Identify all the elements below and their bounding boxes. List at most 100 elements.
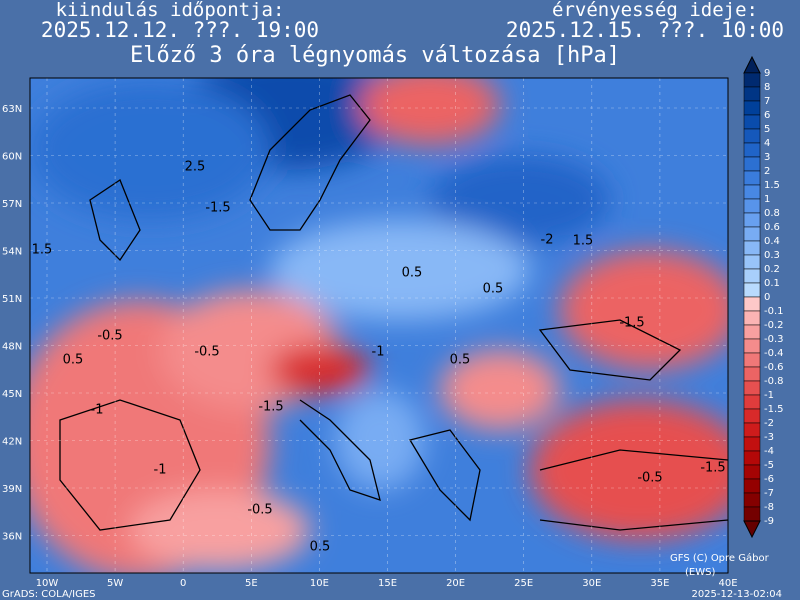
colorbar: 9 8 7 6 5 4 3 2 1.5 1 0.8 0.6 0.4 0.3 0.2 0.1 0 -0.1 -0.2 -… bbox=[743, 55, 784, 539]
colorbar-box bbox=[743, 324, 761, 340]
colorbar-label: -1 bbox=[764, 390, 774, 401]
colorbar-label: 5 bbox=[764, 124, 770, 135]
map-title: Előző 3 óra légnyomás változása [hPa] bbox=[130, 43, 620, 68]
colorbar-box bbox=[743, 310, 761, 326]
colorbar-box bbox=[743, 156, 761, 172]
colorbar-box bbox=[743, 128, 761, 144]
colorbar-label: 8 bbox=[764, 82, 770, 93]
lon-label: 15E bbox=[378, 578, 397, 589]
colorbar-box bbox=[743, 72, 761, 88]
colorbar-label: -2 bbox=[764, 418, 774, 429]
map-frame bbox=[29, 77, 729, 574]
source-credit: (EWS) bbox=[685, 567, 715, 578]
lon-label: 20E bbox=[446, 578, 465, 589]
colorbar-box bbox=[743, 492, 761, 508]
run-time: 2025.12.12. ???. 19:00 bbox=[41, 18, 319, 42]
lon-label: 35E bbox=[650, 578, 669, 589]
colorbar-box bbox=[743, 422, 761, 438]
colorbar-box bbox=[743, 184, 761, 200]
colorbar-box bbox=[743, 436, 761, 452]
contour-label: -1.5 bbox=[258, 400, 283, 415]
contour-labels: 2.5 -1.5 1.5 0.5 0.5 -0.5 0.5 -0.5 -1.5 -1 0.5 -1.5… bbox=[32, 160, 726, 555]
lon-label: 30E bbox=[582, 578, 601, 589]
colorbar-label: -9 bbox=[764, 516, 774, 527]
lat-label: 63N bbox=[2, 104, 22, 115]
colorbar-label: 0 bbox=[764, 292, 770, 303]
contour-label: -1 bbox=[91, 403, 104, 418]
contour-label: -1.5 bbox=[619, 316, 644, 331]
contour-label: 1.5 bbox=[32, 243, 53, 258]
colorbar-box bbox=[743, 198, 761, 214]
colorbar-arrow bbox=[743, 55, 761, 74]
contour-label: 1.5 bbox=[573, 234, 594, 249]
lon-label: 10E bbox=[310, 578, 329, 589]
colorbar-box bbox=[743, 254, 761, 270]
colorbar-label: 0.2 bbox=[764, 264, 780, 275]
colorbar-box bbox=[743, 380, 761, 396]
lon-label: 5W bbox=[107, 578, 123, 589]
graticule bbox=[30, 78, 728, 573]
colorbar-label: -3 bbox=[764, 432, 774, 443]
colorbar-label: 2 bbox=[764, 166, 770, 177]
colorbar-label: -6 bbox=[764, 474, 774, 485]
colorbar-box bbox=[743, 100, 761, 116]
pressure-field bbox=[30, 78, 728, 573]
model-credit: GFS (C) Opre Gábor bbox=[670, 552, 770, 564]
contour-label: -0.5 bbox=[247, 503, 272, 518]
contour-label: -1.5 bbox=[700, 461, 725, 476]
colorbar-label: 0.4 bbox=[764, 236, 780, 247]
contour-label: 0.5 bbox=[450, 353, 471, 368]
valid-label: érvényesség ideje: bbox=[552, 0, 758, 21]
colorbar-box bbox=[743, 268, 761, 284]
lat-label: 36N bbox=[2, 532, 22, 543]
colorbar-label: -4 bbox=[764, 446, 774, 457]
colorbar-label: 0.8 bbox=[764, 208, 780, 219]
colorbar-box bbox=[743, 506, 761, 522]
colorbar-box bbox=[743, 114, 761, 130]
lat-label: 54N bbox=[2, 247, 22, 258]
timestamp: 2025-12-13-02:04 bbox=[691, 589, 782, 600]
colorbar-box bbox=[743, 142, 761, 158]
colorbar-label: 4 bbox=[764, 138, 770, 149]
lon-label: 40E bbox=[718, 578, 737, 589]
software-credit: GrADS: COLA/IGES bbox=[2, 589, 96, 600]
contour-label: -2 bbox=[541, 233, 554, 248]
colorbar-label: -0.6 bbox=[764, 362, 784, 373]
colorbar-label: 0.1 bbox=[764, 278, 780, 289]
contour-label: 0.5 bbox=[402, 266, 423, 281]
colorbar-box bbox=[743, 296, 761, 312]
contour-label: 2.5 bbox=[185, 160, 206, 175]
valid-time: 2025.12.15. ???. 10:00 bbox=[506, 18, 784, 42]
colorbar-label: 0.3 bbox=[764, 250, 780, 261]
colorbar-label: -0.2 bbox=[764, 320, 784, 331]
colorbar-label: 0.6 bbox=[764, 222, 780, 233]
lon-label: 0 bbox=[180, 578, 186, 589]
contour-label: -1 bbox=[154, 463, 167, 478]
colorbar-label: 1.5 bbox=[764, 180, 780, 191]
contour-label: 0.5 bbox=[63, 353, 84, 368]
colorbar-label: -0.8 bbox=[764, 376, 784, 387]
colorbar-label: -8 bbox=[764, 502, 774, 513]
colorbar-box bbox=[743, 338, 761, 354]
colorbar-box bbox=[743, 86, 761, 102]
run-label: kiindulás időpontja: bbox=[56, 0, 285, 21]
contour-label: 0.5 bbox=[310, 540, 331, 555]
lat-label: 60N bbox=[2, 152, 22, 163]
lat-label: 42N bbox=[2, 437, 22, 448]
colorbar-box bbox=[743, 450, 761, 466]
contour-label: -0.5 bbox=[194, 345, 219, 360]
lat-label: 48N bbox=[2, 342, 22, 353]
lon-label: 25E bbox=[514, 578, 533, 589]
colorbar-arrow bbox=[743, 520, 761, 539]
lat-label: 45N bbox=[2, 389, 22, 400]
colorbar-label: 9 bbox=[764, 68, 770, 79]
colorbar-box bbox=[743, 366, 761, 382]
colorbar-label: 7 bbox=[764, 96, 770, 107]
contour-label: -1.5 bbox=[205, 201, 230, 216]
coastlines bbox=[59, 94, 728, 531]
colorbar-label: -5 bbox=[764, 460, 774, 471]
colorbar-label: 3 bbox=[764, 152, 770, 163]
lat-label: 51N bbox=[2, 294, 22, 305]
colorbar-box bbox=[743, 352, 761, 368]
